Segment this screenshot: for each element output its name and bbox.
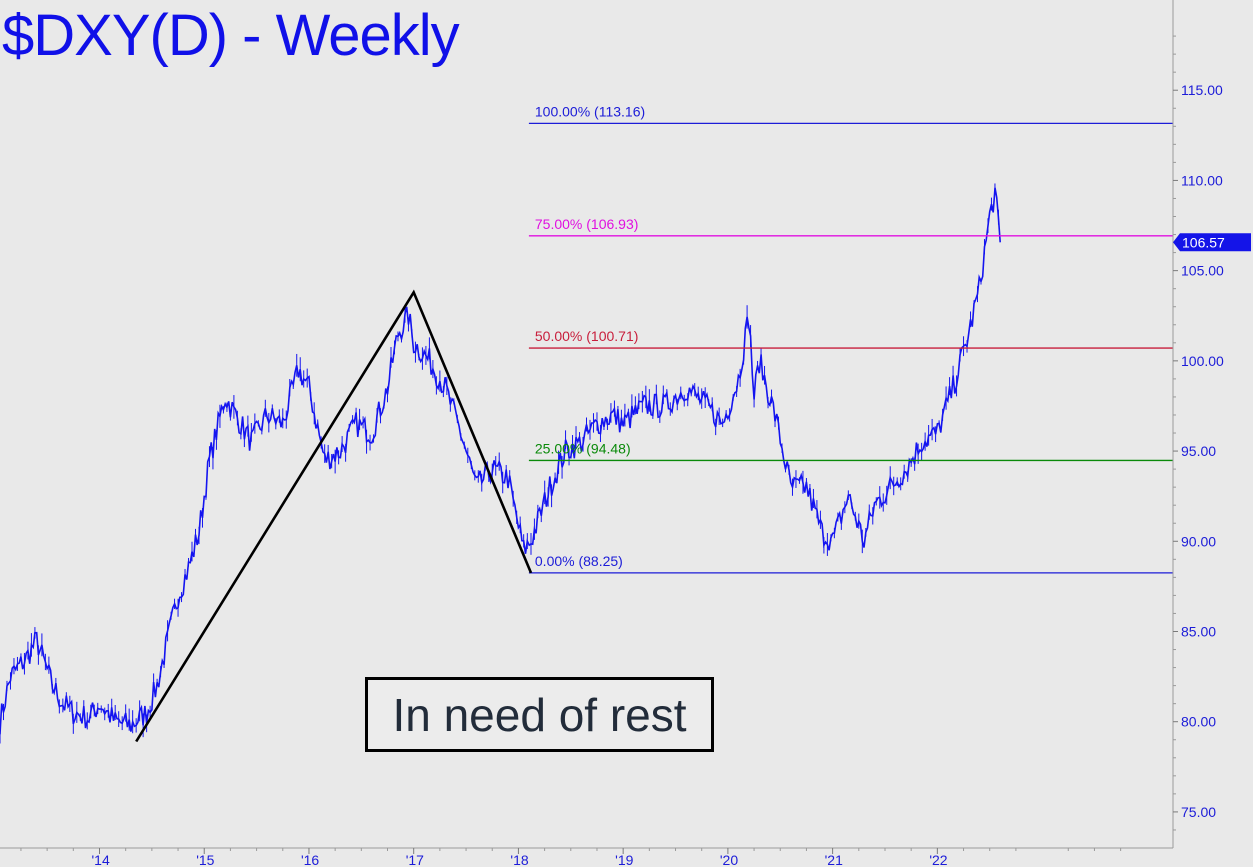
x-tick-label: '18	[510, 852, 528, 867]
x-tick-label: '14	[91, 852, 109, 867]
fib-label: 75.00% (106.93)	[535, 216, 639, 232]
last-price-marker: 106.57	[1173, 233, 1251, 252]
last-price-label: 106.57	[1182, 234, 1225, 250]
fib-levels: 100.00% (113.16) 75.00% (106.93) 50.00% (1…	[528, 103, 1173, 574]
y-tick-label: 115.00	[1181, 82, 1223, 98]
fib-label: 0.00% (88.25)	[535, 553, 623, 569]
y-tick-label: 85.00	[1181, 623, 1216, 639]
chart-title: $DXY(D) - Weekly	[2, 3, 460, 68]
y-axis: 75.00 80.00 85.00 90.00 95.00 100.00 105.00 110…	[1173, 35, 1224, 831]
x-tick-label: '15	[196, 852, 214, 867]
y-tick-label: 110.00	[1181, 172, 1223, 188]
abc-line	[135, 289, 533, 743]
last-price-box	[1173, 233, 1251, 252]
x-tick-label: '21	[825, 852, 843, 867]
price-series	[0, 183, 1001, 744]
fib-label: 100.00% (113.16)	[535, 103, 645, 119]
x-tick-label: '19	[615, 852, 633, 867]
abc-pattern	[135, 289, 533, 743]
y-tick-label: 90.00	[1181, 533, 1216, 549]
fib-label: 25.00% (94.48)	[535, 440, 631, 456]
y-tick-label: 80.00	[1181, 714, 1216, 730]
x-tick-label: '20	[720, 852, 738, 867]
y-tick-label: 105.00	[1181, 263, 1224, 279]
x-axis: '14 '15 '16 '17 '18 '19 '20 '21 '22	[20, 848, 1122, 867]
annotation-box: In need of rest	[365, 677, 714, 752]
fib-label: 50.00% (100.71)	[535, 328, 639, 344]
y-tick-label: 100.00	[1181, 353, 1224, 369]
annotation-text: In need of rest	[392, 688, 687, 741]
x-tick-label: '17	[406, 852, 424, 867]
y-tick-label: 75.00	[1181, 804, 1216, 820]
x-tick-label: '16	[301, 852, 319, 867]
price-line	[0, 187, 1001, 735]
x-tick-label: '22	[929, 852, 947, 867]
y-tick-label: 95.00	[1181, 443, 1216, 459]
